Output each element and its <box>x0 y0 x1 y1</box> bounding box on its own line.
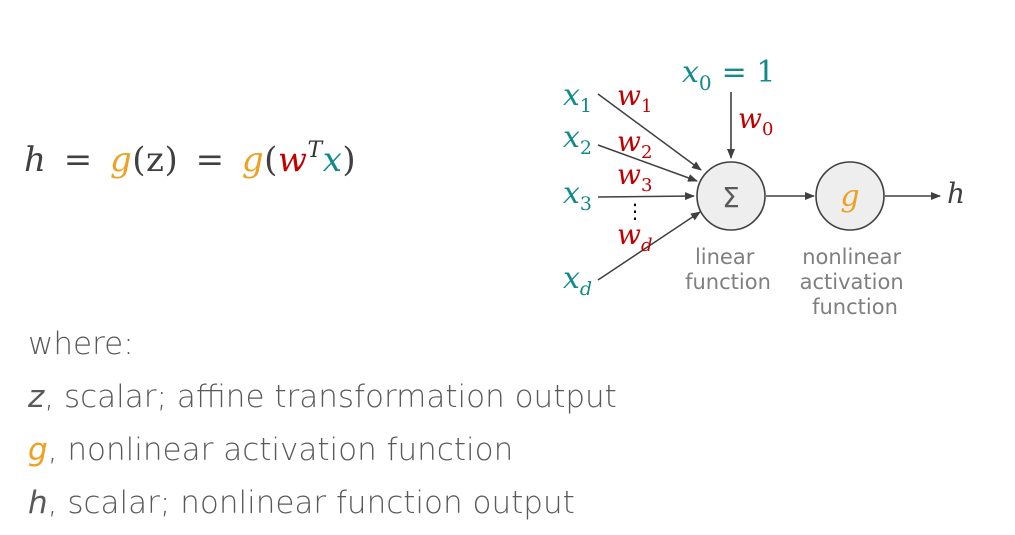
nonlinear-caption: nonlinear activation function <box>800 245 911 319</box>
weight-w2-label: w2 <box>617 125 652 163</box>
formula-close-paren: ) <box>342 140 357 180</box>
sum-symbol: Σ <box>722 181 740 214</box>
formula-w: w <box>277 140 308 180</box>
formula-g-1: g <box>110 140 133 180</box>
explanation-text-g: , nonlinear activation function <box>47 432 514 468</box>
linear-caption: linear function <box>685 245 771 294</box>
explanation-line-g: g, nonlinear activation function <box>28 424 617 477</box>
formula-equals-1: = <box>63 140 93 180</box>
explanation-line-h: h, scalar; nonlinear function output <box>28 477 617 530</box>
input-x1-arrow <box>597 93 702 171</box>
input-xd-label: xd <box>563 261 592 300</box>
explanation-line-z: z, scalar; affine transformation output <box>28 371 617 424</box>
main-formula: h = g(z) = g(wTx) <box>24 138 356 180</box>
formula-x: x <box>322 140 343 180</box>
formula-equals-2: = <box>195 140 225 180</box>
explanation-var-h: h <box>28 485 48 521</box>
explanation-var-g: g <box>28 432 48 468</box>
weight-wd-label: wd <box>617 218 653 256</box>
output-label: h <box>947 177 965 210</box>
formula-open-paren: ( <box>264 140 278 180</box>
sum-node <box>696 161 766 231</box>
input-x2-label: x2 <box>563 120 592 159</box>
explanation-text-z: , scalar; affine transformation output <box>44 379 617 415</box>
input-x3-arrow <box>597 192 695 201</box>
weight-w1-label: w1 <box>617 79 652 117</box>
weight-ellipsis: ⋮ <box>625 199 645 223</box>
explanation-var-z: z <box>28 379 45 415</box>
input-xd-arrow <box>597 211 701 281</box>
formula-g-2: g <box>241 140 265 180</box>
weight-w3-label: w3 <box>617 158 652 196</box>
input-x2-arrow <box>597 144 698 182</box>
bias-input-label: x0 = 1 <box>682 55 775 95</box>
input-x3-label: x3 <box>563 176 592 215</box>
bias-weight-label: w0 <box>738 102 773 140</box>
activation-node <box>815 161 885 231</box>
explanation-text-h: , scalar; nonlinear function output <box>47 485 575 521</box>
formula-h: h <box>24 140 47 180</box>
formula-z: (z) <box>132 140 179 180</box>
explanation-heading: where: <box>28 326 134 362</box>
explanation-block: where: z, scalar; affine transformation … <box>28 318 617 530</box>
activation-symbol: g <box>840 179 859 214</box>
formula-transpose: T <box>307 138 323 163</box>
input-x1-label: x1 <box>563 78 592 117</box>
